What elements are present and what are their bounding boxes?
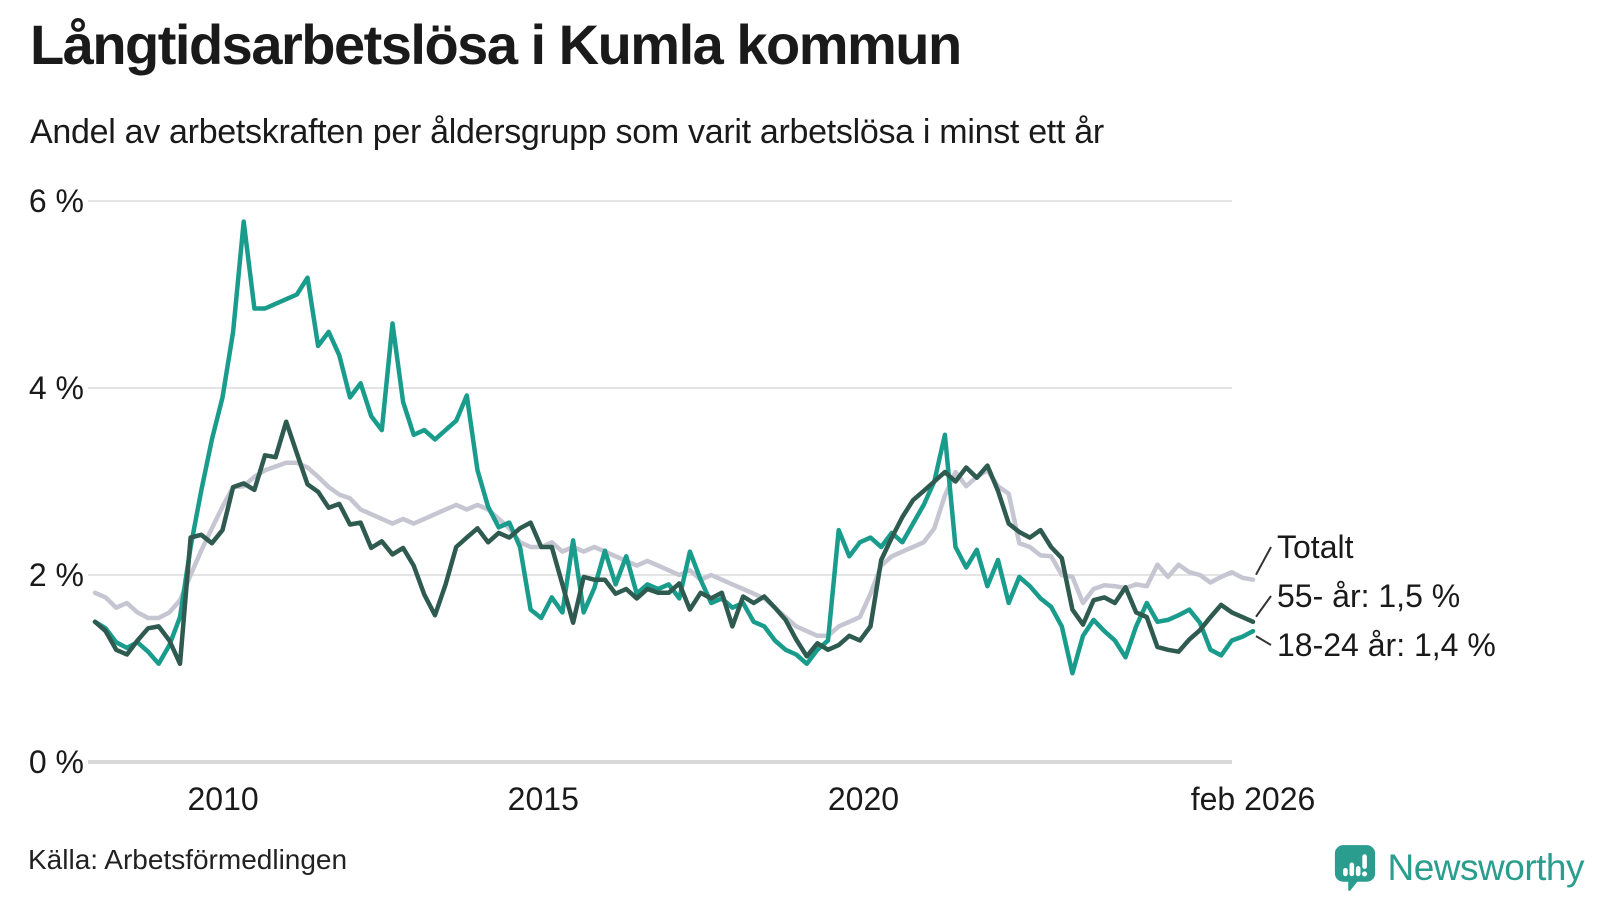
legend-connector-18-24-år (1255, 635, 1272, 646)
legend-connector-totalt (1255, 546, 1272, 576)
series-line-55-år (92, 419, 1256, 667)
x-tick-label-2020: 2020 (828, 781, 899, 817)
x-tick-label-2015: 2015 (508, 781, 579, 817)
series-line-totalt (92, 460, 1256, 639)
y-tick-label-2pct: 2 % (29, 557, 84, 593)
newsworthy-logo-icon (1334, 845, 1375, 891)
y-tick-label-6pct: 6 % (29, 183, 84, 219)
logo-bar-2 (1349, 862, 1354, 877)
chart-subtitle: Andel av arbetskraften per åldersgrupp s… (30, 113, 1104, 151)
source-note: Källa: Arbetsförmedlingen (28, 844, 348, 875)
y-tick-label-0pct: 0 % (29, 744, 84, 780)
chart-title: Långtidsarbetslösa i Kumla kommun (30, 13, 962, 76)
legend-label-55-år: 55- år: 1,5 % (1277, 578, 1460, 614)
logo-bar-1 (1342, 868, 1348, 877)
y-tick-label-4pct: 4 % (29, 370, 84, 406)
x-tick-label-2010: 2010 (187, 781, 258, 817)
newsworthy-logo-text: Newsworthy (1387, 847, 1585, 888)
legend-connector-55-år (1255, 595, 1272, 618)
series-line-18-24-år (92, 219, 1256, 676)
newsworthy-logo: Newsworthy (1334, 844, 1585, 892)
legend-label-18-24-år: 18-24 år: 1,4 % (1277, 627, 1496, 663)
logo-bar-3 (1355, 866, 1360, 877)
x-tick-label-feb-2026: feb 2026 (1191, 781, 1316, 817)
legend-label-totalt: Totalt (1277, 529, 1354, 565)
logo-exclamation-bar (1361, 854, 1367, 869)
speech-bubble-shape (1334, 845, 1375, 891)
logo-exclamation-dot (1361, 871, 1367, 877)
